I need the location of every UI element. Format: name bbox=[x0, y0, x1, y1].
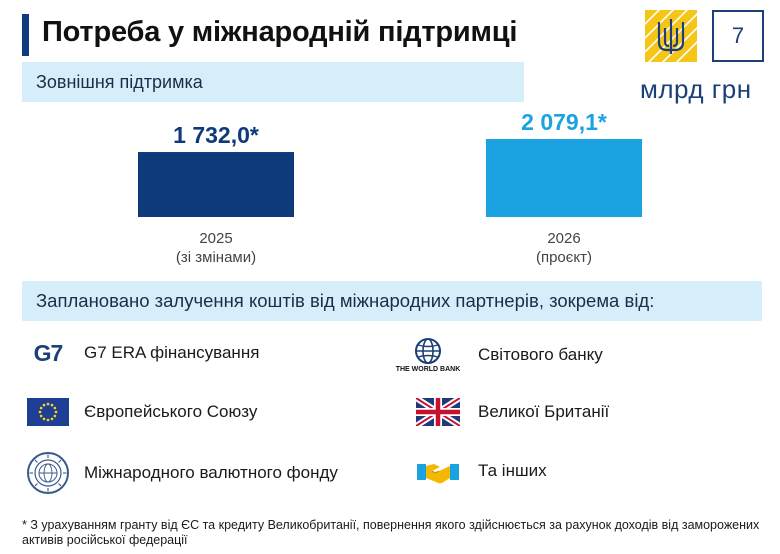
unit-label: млрд грн bbox=[640, 74, 752, 104]
partner-label-imf: Міжнародного валютного фонду bbox=[84, 463, 338, 482]
handshake-icon bbox=[412, 451, 464, 491]
world-bank-logo-icon: THE WORLD BANK bbox=[396, 333, 460, 377]
title-accent-bar bbox=[22, 14, 29, 56]
page-title: Потреба у міжнародній підтримці bbox=[42, 16, 518, 48]
bar-2025 bbox=[138, 152, 294, 217]
partners-heading: Заплановано залучення коштів від міжнаро… bbox=[36, 290, 655, 311]
partner-label-g7: G7 ERA фінансування bbox=[84, 343, 260, 362]
partner-label-uk: Великої Британії bbox=[478, 402, 610, 421]
g7-logo-icon: G7 bbox=[33, 339, 64, 366]
external-support-label: Зовнішня підтримка bbox=[36, 72, 203, 92]
support-bar-chart: 1 732,0* 2025 (зі змінами) 2 079,1* 2026 (про… bbox=[0, 104, 780, 280]
partner-uk: Великої Британії bbox=[412, 392, 609, 432]
category-note-2026: (проєкт) bbox=[536, 249, 592, 266]
partner-world-bank: THE WORLD BANK Світового банку bbox=[396, 333, 603, 377]
value-label-2026: 2 079,1* bbox=[521, 109, 607, 135]
page-number: 7 bbox=[712, 10, 764, 62]
partner-imf: Міжнародного валютного фонду bbox=[22, 451, 338, 495]
eu-flag-icon bbox=[22, 392, 74, 432]
external-support-band: Зовнішня підтримка bbox=[22, 62, 524, 102]
partner-others: Та інших bbox=[412, 451, 547, 491]
footnote: * З урахуванням гранту від ЄС та кредиту… bbox=[22, 518, 760, 547]
imf-seal-icon bbox=[22, 451, 74, 495]
category-label-2025: 2025 bbox=[199, 230, 232, 247]
category-note-2025: (зі змінами) bbox=[176, 249, 256, 266]
partner-label-others: Та інших bbox=[478, 461, 547, 480]
partner-g7: G7 G7 ERA фінансування bbox=[22, 333, 260, 373]
category-label-2026: 2026 bbox=[547, 230, 580, 247]
bar-2026 bbox=[486, 139, 642, 217]
partners-band: Заплановано залучення коштів від міжнаро… bbox=[22, 281, 762, 321]
value-label-2025: 1 732,0* bbox=[173, 122, 259, 148]
trident-icon bbox=[645, 10, 697, 62]
partner-eu: Європейського Союзу bbox=[22, 392, 257, 432]
partner-label-world-bank: Світового банку bbox=[478, 345, 603, 364]
partner-label-eu: Європейського Союзу bbox=[84, 402, 258, 421]
uk-flag-icon bbox=[412, 392, 464, 432]
